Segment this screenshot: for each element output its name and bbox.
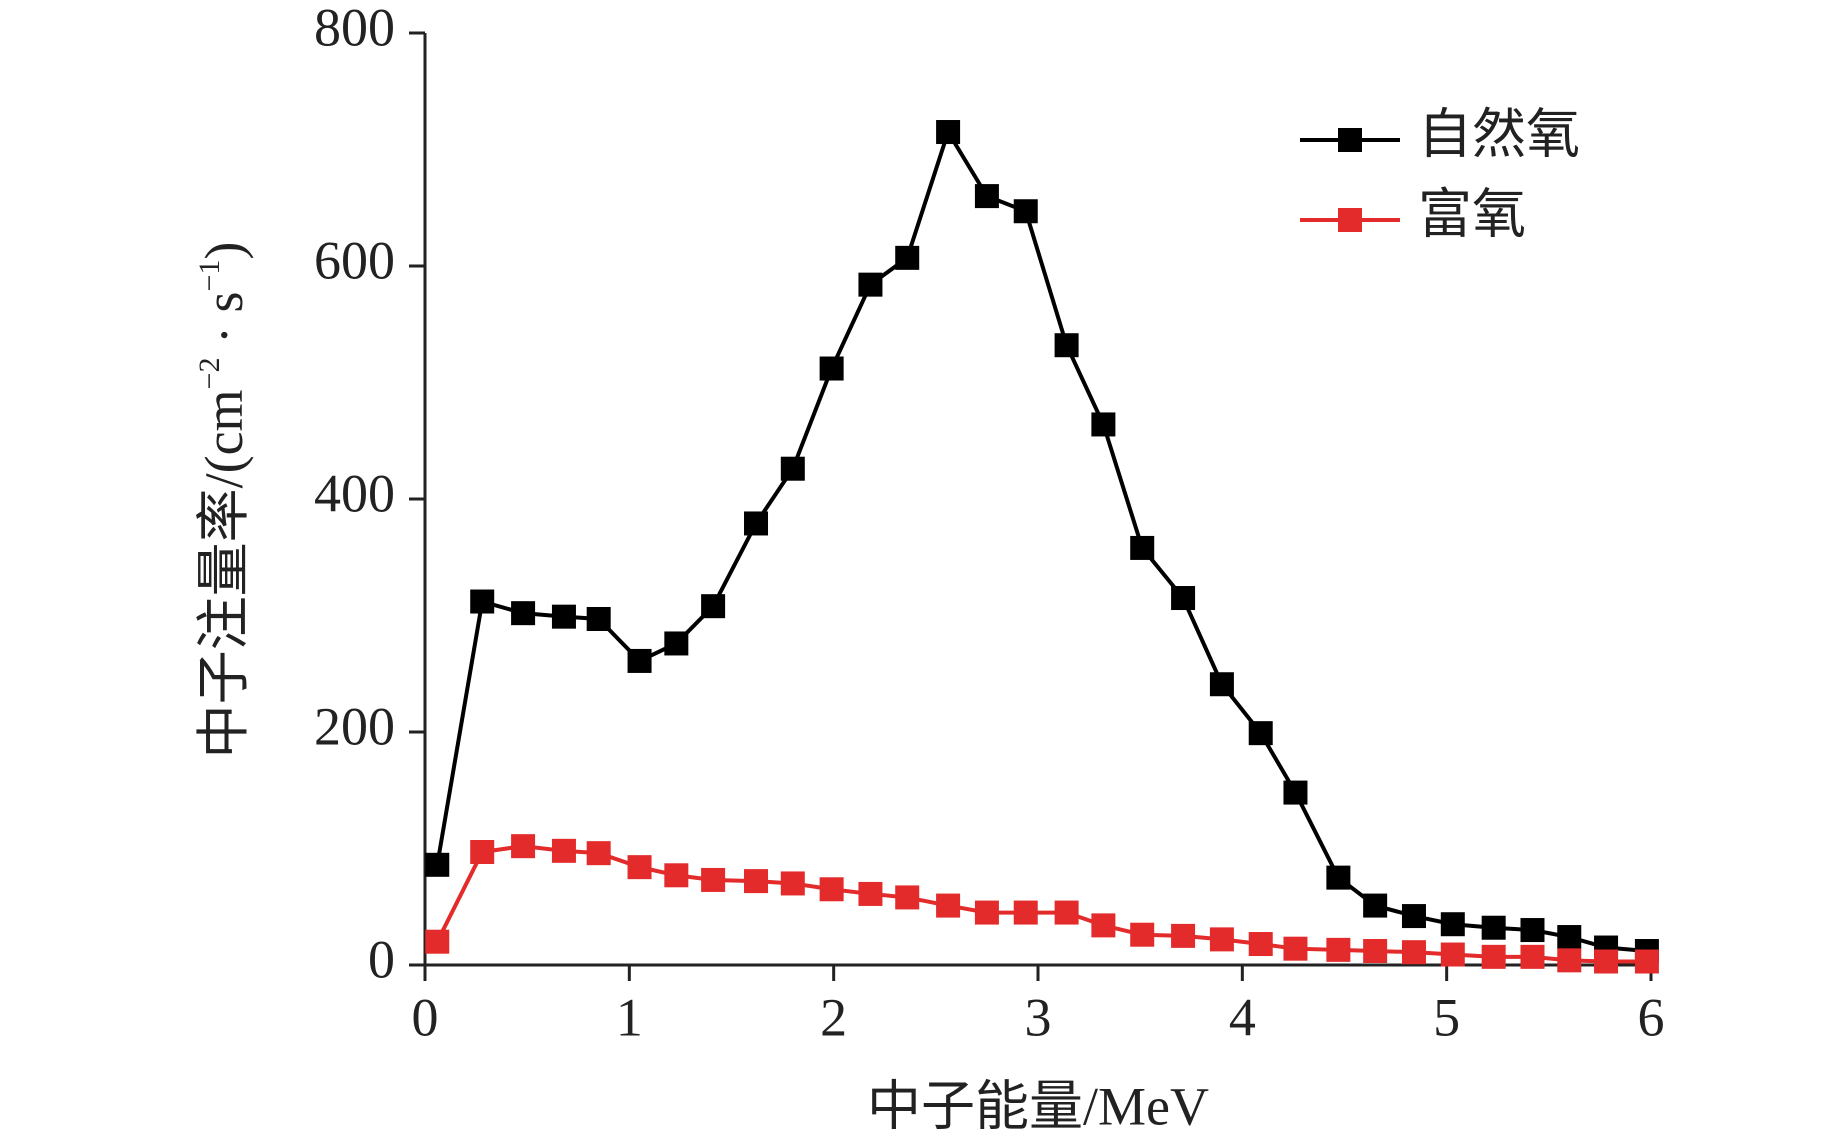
y-tick-label: 600	[314, 230, 395, 290]
legend-marker	[1338, 208, 1362, 232]
x-tick-label: 3	[1025, 987, 1052, 1047]
y-label-part: 中子注量率/(cm	[194, 389, 254, 758]
marker	[1013, 900, 1038, 925]
marker	[1520, 944, 1545, 969]
marker	[744, 869, 769, 894]
marker	[1481, 944, 1506, 969]
marker	[858, 881, 883, 906]
marker	[1091, 913, 1116, 938]
y-label-sup: −2	[193, 358, 226, 390]
marker	[895, 245, 920, 270]
marker	[780, 456, 805, 481]
x-tick-label: 5	[1433, 987, 1460, 1047]
marker	[1248, 721, 1273, 746]
marker	[627, 855, 652, 880]
marker	[1634, 949, 1659, 974]
marker	[511, 601, 536, 626]
marker	[974, 184, 999, 209]
marker	[425, 852, 450, 877]
x-tick-label: 2	[820, 987, 847, 1047]
marker	[551, 604, 576, 629]
marker	[1130, 535, 1155, 560]
y-axis-label: 中子注量率/(cm−2 · s−1)	[193, 242, 255, 759]
x-tick-label: 0	[412, 987, 439, 1047]
marker	[1401, 904, 1426, 929]
marker	[819, 877, 844, 902]
marker	[1363, 939, 1388, 964]
marker	[627, 648, 652, 673]
x-tick-label: 1	[616, 987, 643, 1047]
y-label-sup: −1	[193, 260, 226, 292]
marker	[1283, 936, 1308, 961]
marker	[1440, 942, 1465, 967]
marker	[1171, 923, 1196, 948]
marker	[1557, 948, 1582, 973]
marker	[1054, 900, 1079, 925]
marker	[819, 356, 844, 381]
marker	[1209, 672, 1234, 697]
y-tick-label: 800	[314, 0, 395, 57]
marker	[1209, 927, 1234, 952]
marker	[780, 871, 805, 896]
marker	[586, 841, 611, 866]
marker	[1013, 199, 1038, 224]
y-label-part: · s	[194, 292, 254, 358]
marker	[664, 863, 689, 888]
marker	[586, 606, 611, 631]
marker	[1326, 937, 1351, 962]
marker	[1557, 925, 1582, 950]
marker	[1283, 780, 1308, 805]
marker	[664, 631, 689, 656]
marker	[1091, 412, 1116, 437]
marker	[936, 120, 961, 145]
y-label-part: )	[194, 242, 254, 260]
marker	[1401, 940, 1426, 965]
marker	[858, 272, 883, 297]
legend-label: 自然氧	[1418, 104, 1580, 164]
marker	[1481, 915, 1506, 940]
marker	[470, 589, 495, 614]
marker	[1130, 922, 1155, 947]
marker	[1594, 949, 1619, 974]
marker	[1326, 865, 1351, 890]
marker	[1520, 918, 1545, 943]
marker	[511, 834, 536, 859]
legend-label: 富氧	[1418, 184, 1526, 244]
x-axis-label: 中子能量/MeV	[867, 1076, 1209, 1136]
marker	[470, 839, 495, 864]
marker	[1363, 893, 1388, 918]
marker	[895, 885, 920, 910]
marker	[1440, 912, 1465, 937]
marker	[551, 838, 576, 863]
legend-marker	[1338, 128, 1362, 152]
marker	[744, 511, 769, 536]
marker	[1248, 932, 1273, 957]
y-tick-label: 400	[314, 463, 395, 523]
y-tick-label: 200	[314, 696, 395, 756]
marker	[1171, 586, 1196, 611]
marker	[701, 867, 726, 892]
marker	[1054, 333, 1079, 358]
x-tick-label: 4	[1229, 987, 1256, 1047]
marker	[425, 929, 450, 954]
y-tick-label: 0	[368, 929, 395, 989]
series-line	[435, 127, 1648, 954]
x-tick-label: 6	[1638, 987, 1665, 1047]
series-line	[435, 844, 1647, 964]
marker	[974, 900, 999, 925]
marker	[936, 893, 961, 918]
marker	[701, 594, 726, 619]
